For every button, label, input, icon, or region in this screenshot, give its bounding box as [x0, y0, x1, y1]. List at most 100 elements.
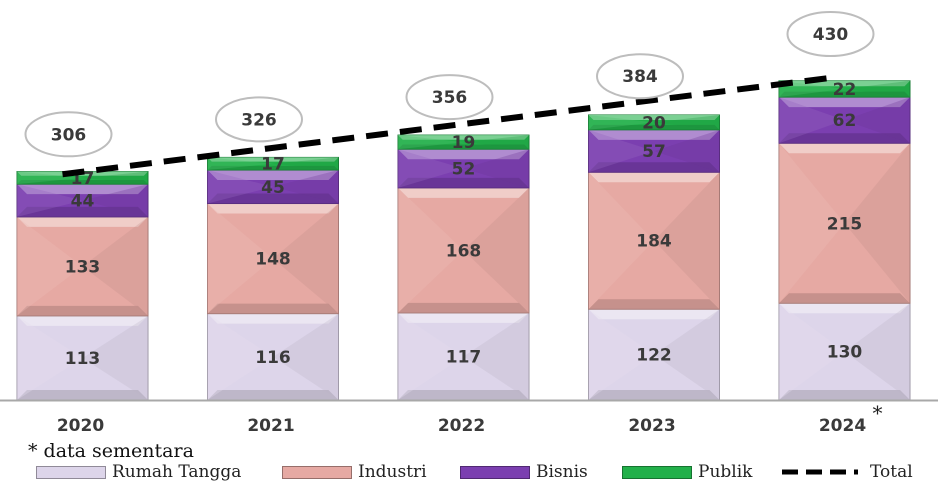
bar-segment-fill: [778, 302, 911, 401]
legend-swatch-publik: [622, 465, 692, 479]
bar-bevel-bottom: [398, 144, 529, 150]
bar-value-label: 122: [636, 346, 672, 366]
total-bubble: [24, 111, 113, 158]
bar-segment-fill: [588, 171, 720, 310]
bar-bevel-top: [207, 157, 339, 162]
category-tick-label: 2023: [628, 416, 675, 436]
bar-facet-left: [207, 313, 273, 400]
category-tick-label: 2021: [247, 416, 294, 436]
legend-label: Total: [870, 462, 913, 482]
bar-bevel-bottom: [207, 193, 339, 204]
value-labels-layer: 1131334417116148451711716852191221845720…: [65, 80, 863, 369]
bar-segment: [588, 308, 720, 401]
bar-segment: [207, 313, 339, 401]
bar-bevel-bottom: [17, 206, 148, 217]
bar-segment: [778, 80, 911, 98]
x-axis: 2020 2021 2022 2023 2024 *: [0, 399, 938, 436]
bar-segment: [16, 183, 149, 218]
total-label: 306: [51, 125, 87, 145]
bar-bevel-bottom: [207, 165, 339, 171]
provisional-marker: *: [873, 401, 883, 425]
bar-facet-left: [17, 184, 83, 217]
bar-bevel-bottom: [588, 299, 720, 310]
bar-facet-right: [463, 187, 529, 313]
bar-facet-left: [398, 187, 464, 313]
bar-bevel-bottom: [588, 124, 720, 130]
total-label: 326: [241, 110, 277, 130]
bar-facet-right: [844, 303, 910, 400]
bar-bevel-bottom: [779, 133, 910, 144]
stacked-bar-chart: 1131334417116148451711716852191221845720…: [0, 11, 938, 436]
bar-facet-left: [779, 97, 845, 144]
bar-facet-left: [17, 315, 83, 400]
legend-label: Bisnis: [536, 462, 588, 482]
bar-bevel-bottom: [779, 390, 910, 400]
bar-segment-fill: [397, 187, 530, 314]
bar-bevel-top: [398, 312, 529, 323]
legend-swatch-rumah-tangga: [36, 465, 106, 479]
bar-segment-fill: [778, 142, 911, 304]
bar-segment: [588, 129, 720, 173]
bar-segment: [397, 187, 530, 314]
bar-facet-left: [207, 203, 273, 314]
bar-facet-left: [779, 80, 845, 98]
legend-item-rumah-tangga: Rumah Tangga: [36, 462, 241, 482]
bar-value-label: 57: [642, 142, 666, 162]
total-label: 384: [622, 67, 658, 87]
bar-bevel-bottom: [398, 177, 529, 188]
bar-bevel-bottom: [588, 390, 720, 400]
total-label: 356: [432, 88, 468, 108]
bar-facet-right: [82, 184, 148, 217]
bar-segment: [778, 142, 911, 304]
bar-facet-left: [779, 143, 845, 304]
total-bubble: [405, 74, 494, 121]
bar-bevel-bottom: [398, 302, 529, 313]
bar-bevel-bottom: [779, 293, 910, 304]
bar-value-label: 62: [833, 111, 857, 131]
legend-swatch-industri: [282, 465, 352, 479]
bar-bevel-top: [588, 114, 720, 120]
bar-facet-left: [588, 114, 654, 130]
bar-facet-right: [844, 143, 910, 304]
total-bubble: [596, 53, 684, 100]
legend-label: Industri: [358, 462, 427, 482]
bar-segment: [207, 169, 339, 205]
bar-segment: [16, 315, 149, 401]
bar-value-label: 52: [452, 160, 476, 180]
bar-bevel-top: [779, 303, 910, 314]
bar-facet-right: [463, 312, 529, 400]
bar-value-label: 45: [261, 178, 285, 198]
bar-value-label: 113: [65, 349, 101, 369]
bar-value-label: 148: [255, 250, 291, 270]
bar-segment: [397, 148, 530, 189]
bar-facet-left: [779, 303, 845, 400]
bar-facet-right: [844, 80, 910, 98]
bar-facet-right: [273, 157, 339, 171]
legend-item-total: Total: [780, 462, 913, 482]
bar-segment: [207, 203, 339, 315]
bar-facet-left: [588, 129, 654, 173]
bar-segment: [397, 312, 530, 401]
bar-facet-right: [654, 172, 720, 310]
bar-facet-right: [654, 114, 720, 130]
bar-bevel-top: [17, 216, 148, 227]
bar-value-label: 44: [71, 192, 95, 212]
bar-segment: [778, 302, 911, 401]
bar-segment-fill: [16, 315, 149, 401]
bar-facet-right: [654, 309, 720, 400]
legend-swatch-total: [782, 469, 858, 475]
legend-label: Publik: [698, 462, 753, 482]
total-bubble: [215, 96, 303, 143]
bar-bevel-top: [17, 315, 148, 326]
bar-bevel-top: [588, 309, 720, 320]
bar-facet-left: [398, 149, 464, 188]
bar-segment: [397, 134, 530, 150]
bar-segment: [588, 171, 720, 310]
bar-facet-right: [844, 97, 910, 144]
bar-segment-fill: [207, 203, 339, 315]
bar-bevel-bottom: [17, 179, 148, 185]
bar-bevel-top: [398, 187, 529, 198]
bar-facet-left: [207, 170, 273, 204]
bar-facet-left: [588, 172, 654, 310]
bar-bevel-top: [588, 172, 720, 183]
